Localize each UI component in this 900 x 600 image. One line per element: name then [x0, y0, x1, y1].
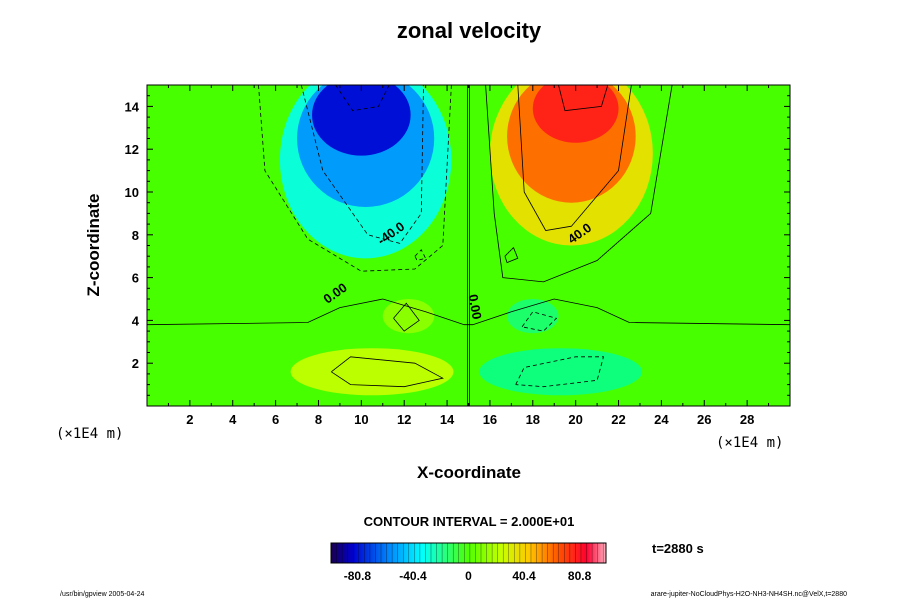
x-tick-label: 8 — [315, 412, 322, 427]
x-tick-label: 28 — [740, 412, 754, 427]
x-tick-label: 24 — [654, 412, 669, 427]
x-tick-label: 12 — [397, 412, 411, 427]
x-tick-label: 22 — [611, 412, 625, 427]
y-axis: 2 4 6 8 10 12 14 — [125, 84, 790, 407]
negative-contour — [521, 311, 558, 332]
y-axis-unit: (×1E4 m) — [56, 426, 123, 442]
field-region — [507, 299, 559, 334]
colorbar — [330, 542, 607, 564]
footer-left: /usr/bin/gpview 2005-04-24 — [60, 591, 145, 598]
colorbar-tick-label: -80.8 — [344, 569, 372, 583]
contour-label: 0.00 — [465, 293, 484, 321]
x-tick-label: 6 — [272, 412, 279, 427]
x-tick-label: 20 — [568, 412, 582, 427]
x-tick-label: 10 — [354, 412, 368, 427]
y-axis-label: Z-coordinate — [84, 194, 103, 297]
field-region — [479, 348, 643, 396]
x-tick-label: 2 — [186, 412, 193, 427]
positive-contour — [393, 302, 420, 332]
field-background — [147, 85, 790, 406]
y-tick-label: 14 — [125, 99, 140, 114]
positive-contour — [485, 85, 673, 283]
negative-contour — [258, 85, 452, 272]
y-tick-label: 6 — [132, 271, 139, 286]
footer-right: arare-jupiter-NoCloudPhys-H2O-NH3-NH4SH.… — [651, 591, 847, 598]
x-tick-label: 18 — [526, 412, 540, 427]
y-tick-label: 2 — [132, 356, 139, 371]
negative-contour — [335, 85, 390, 112]
x-tick-label: 16 — [483, 412, 497, 427]
positive-contour — [517, 85, 632, 231]
colorbar-tick-label: 80.8 — [568, 569, 592, 583]
y-tick-label: 12 — [125, 142, 139, 157]
x-tick-label: 26 — [697, 412, 711, 427]
positive-contour — [558, 85, 609, 112]
x-tick-label: 4 — [229, 412, 237, 427]
colorbar-tick-label: 0 — [465, 569, 472, 583]
x-axis: 2 4 6 8 10 12 14 16 18 20 22 24 26 28 — [146, 85, 791, 427]
negative-contour — [300, 85, 424, 244]
field-region — [382, 299, 435, 334]
contour-lines — [147, 85, 790, 406]
positive-contour — [504, 246, 519, 264]
colorbar-ticks: -80.8 -40.4 0 40.4 80.8 — [330, 543, 604, 583]
velocity-field — [147, 85, 790, 406]
x-tick-label: 14 — [440, 412, 455, 427]
x-axis-label: X-coordinate — [417, 463, 521, 482]
y-tick-label: 8 — [132, 228, 139, 243]
x-axis-unit: (×1E4 m) — [716, 435, 783, 451]
colorbar-tick-label: -40.4 — [399, 569, 427, 583]
contour-interval: CONTOUR INTERVAL = 2.000E+01 — [364, 514, 575, 529]
time-label: t=2880 s — [652, 541, 704, 556]
colorbar-tick-label: 40.4 — [512, 569, 536, 583]
chart-title: zonal velocity — [397, 18, 542, 43]
positive-contour — [147, 298, 790, 326]
field-region — [532, 85, 619, 143]
positive-contour — [331, 356, 444, 388]
field-region — [290, 348, 454, 396]
y-tick-label: 10 — [125, 185, 139, 200]
field-region — [312, 85, 411, 156]
negative-contour — [515, 356, 605, 388]
negative-contour — [414, 249, 427, 261]
y-tick-label: 4 — [132, 313, 140, 328]
